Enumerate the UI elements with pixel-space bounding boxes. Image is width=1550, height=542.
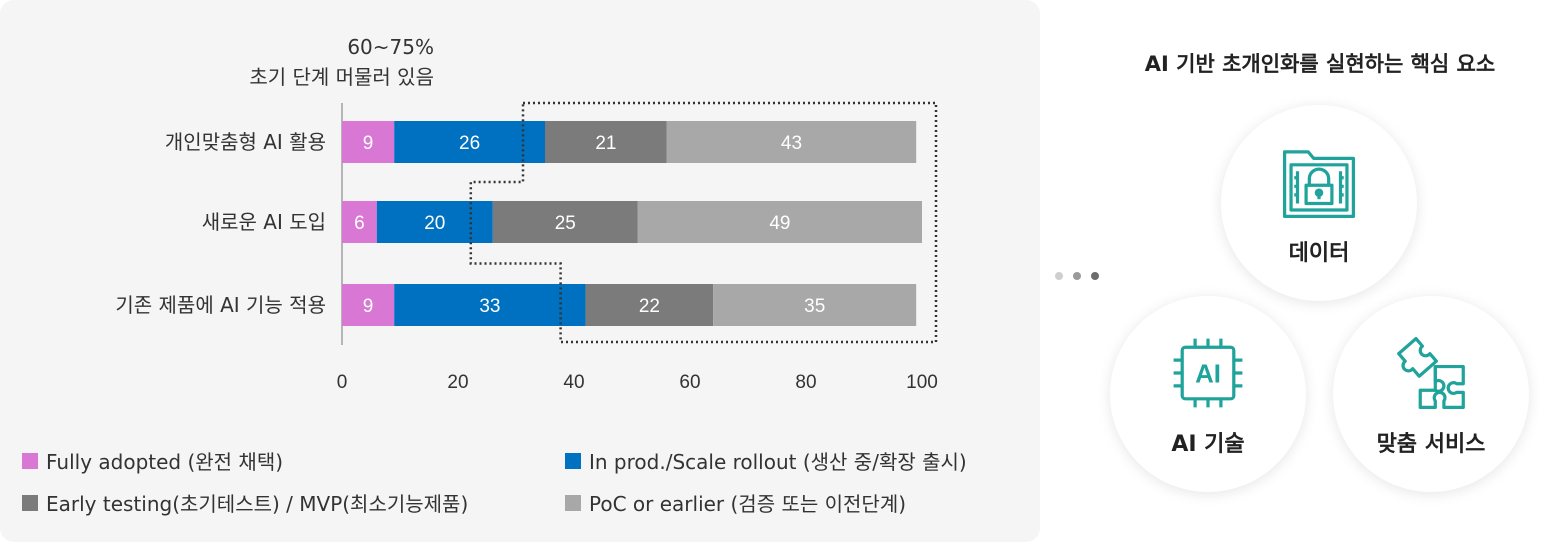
element-ai-tech-label: AI 기술 <box>1171 432 1245 457</box>
element-custom-service: 맞춤 서비스 <box>1333 296 1529 492</box>
svg-text:AI: AI <box>1195 361 1221 389</box>
legend-item-in-production: In prod./Scale rollout (생산 중/확장 출시) <box>565 446 967 475</box>
x-tick-label: 80 <box>795 372 816 393</box>
data-label: 20 <box>424 213 445 234</box>
ellipsis-dots <box>1055 272 1099 280</box>
bar-segment <box>637 201 922 243</box>
chart-panel: 0 20 40 60 80 100 개인맞춤형 AI 활용 9 26 21 43 새로운 AI 도입 6… <box>22 32 1032 530</box>
bar-segment <box>666 121 917 163</box>
data-label: 9 <box>363 296 374 317</box>
data-label: 6 <box>354 213 365 234</box>
dot <box>1073 272 1081 280</box>
data-label: 25 <box>555 213 576 234</box>
legend-item-fully-adopted: Fully adopted (완전 채택) <box>22 446 283 475</box>
bar-segment <box>492 201 638 243</box>
annotation-line-2: 초기 단계 머물러 있음 <box>249 65 434 89</box>
annotation-line-1: 60~75% <box>347 35 434 59</box>
puzzle-icon <box>1397 336 1465 410</box>
bar-segment <box>713 284 917 326</box>
dot <box>1091 272 1099 280</box>
data-label: 26 <box>459 133 480 154</box>
legend-swatch <box>565 494 581 511</box>
category-label: 기존 제품에 AI 기능 적용 <box>115 293 326 317</box>
element-data-label: 데이터 <box>1288 241 1350 266</box>
legend-swatch <box>22 452 38 469</box>
legend-label: Fully adopted (완전 채택) <box>46 450 284 474</box>
bar-segment <box>376 201 493 243</box>
data-label: 21 <box>595 133 616 154</box>
bar-segment <box>585 284 714 326</box>
category-label: 새로운 AI 도입 <box>202 210 326 234</box>
bar-segment <box>342 201 377 243</box>
dot <box>1055 272 1063 280</box>
data-label: 33 <box>479 296 500 317</box>
x-tick-label: 0 <box>337 372 348 393</box>
early-stage-boundary <box>469 101 938 344</box>
data-label: 9 <box>363 133 374 154</box>
x-tick-label: 60 <box>679 372 700 393</box>
x-tick-label: 20 <box>447 372 468 393</box>
data-label: 43 <box>781 133 802 154</box>
element-data: 데이터 <box>1221 105 1417 301</box>
stacked-bar-chart: 0 20 40 60 80 100 개인맞춤형 AI 활용 9 26 21 43 새로운 AI 도입 6… <box>115 101 938 393</box>
legend-item-early-testing: Early testing(초기테스트) / MVP(최소기능제품) <box>22 488 468 517</box>
data-lock-folder-icon <box>1282 150 1356 219</box>
data-label: 22 <box>639 296 660 317</box>
element-custom-service-label: 맞춤 서비스 <box>1376 432 1486 457</box>
bar-segment <box>545 121 667 163</box>
data-label: 49 <box>769 213 790 234</box>
bar-segment <box>394 121 545 163</box>
legend-item-poc: PoC or earlier (검증 또는 이전단계) <box>565 488 906 517</box>
x-tick-label: 40 <box>563 372 584 393</box>
ai-chip-icon: AI <box>1173 338 1243 408</box>
legend-label: PoC or earlier (검증 또는 이전단계) <box>589 492 907 516</box>
bar-segment <box>342 121 395 163</box>
legend-swatch <box>565 452 581 469</box>
early-stage-annotation: 60~75% 초기 단계 머물러 있음 <box>249 32 434 92</box>
bar-segment <box>394 284 586 326</box>
key-elements-title: AI 기반 초개인화를 실현하는 핵심 요소 <box>1144 52 1496 76</box>
legend: Fully adopted (완전 채택) In prod./Scale rol… <box>22 440 1032 530</box>
legend-swatch <box>22 494 38 511</box>
element-ai-tech: AI AI 기술 <box>1110 296 1306 492</box>
bar-segment <box>342 284 395 326</box>
category-label: 개인맞춤형 AI 활용 <box>165 130 326 154</box>
legend-label: Early testing(초기테스트) / MVP(최소기능제품) <box>46 492 469 516</box>
x-tick-label: 100 <box>906 372 938 393</box>
data-label: 35 <box>804 296 825 317</box>
legend-label: In prod./Scale rollout (생산 중/확장 출시) <box>589 450 967 474</box>
